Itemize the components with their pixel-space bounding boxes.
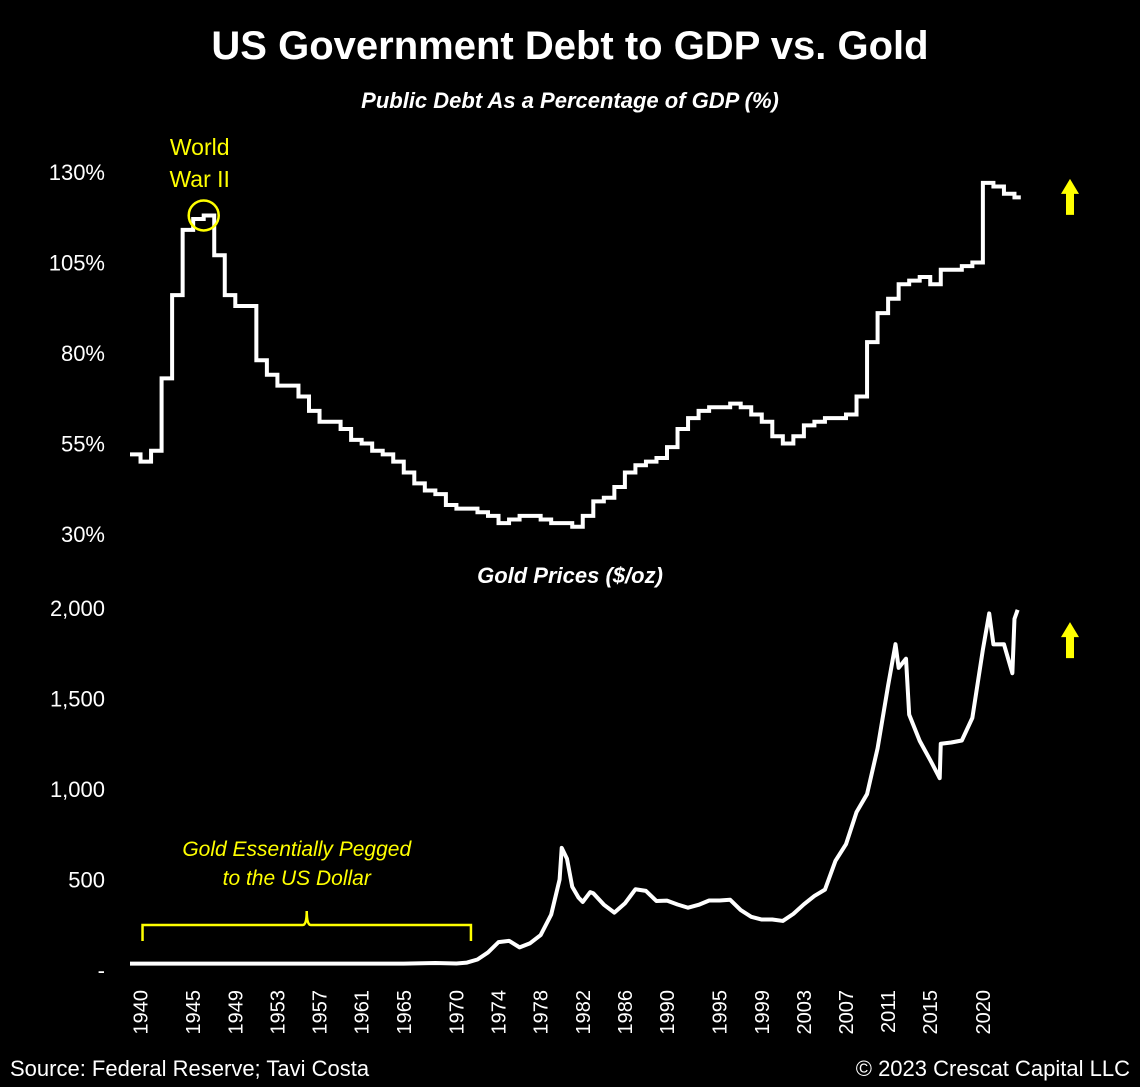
series-layer: [130, 180, 1021, 966]
x-tick-label: 1995: [710, 990, 732, 1035]
x-tick-label: 1961: [352, 990, 374, 1035]
debt-chart-title: Public Debt As a Percentage of GDP (%): [361, 88, 779, 113]
x-tick-label: 1957: [310, 990, 332, 1035]
x-tick-label: 1940: [131, 990, 153, 1035]
gold-y-axis: 2,000 1,500 1,000 500 -: [50, 596, 105, 983]
x-tick-label: 1978: [531, 990, 553, 1035]
gold-ytick-label: 1,500: [50, 687, 105, 712]
source-note: Source: Federal Reserve; Tavi Costa: [10, 1056, 370, 1081]
x-axis: 1940 1945 1949 1953 1957 1961 1965 1970 1974 1978…: [131, 990, 995, 1035]
pegged-brace: [141, 910, 473, 941]
x-tick-label: 1970: [446, 990, 468, 1035]
gold-chart-title: Gold Prices ($/oz): [477, 563, 663, 588]
debt-ytick-label: 105%: [49, 251, 105, 276]
debt-ytick-label: 130%: [49, 160, 105, 185]
x-tick-label: 1974: [489, 990, 511, 1035]
gold-up-arrow: [1061, 622, 1079, 659]
copyright-note: © 2023 Crescat Capital LLC: [855, 1056, 1130, 1081]
x-tick-label: 2020: [973, 990, 995, 1035]
x-tick-label: 2007: [836, 990, 858, 1035]
debt-ytick-label: 55%: [61, 432, 105, 457]
x-tick-label: 1949: [225, 990, 247, 1035]
gold-ytick-label: 500: [68, 868, 105, 893]
gold-ytick-label: 2,000: [50, 596, 105, 621]
x-tick-label: 1986: [615, 990, 637, 1035]
ww2-label: War II: [169, 166, 229, 192]
x-tick-label: 1990: [657, 990, 679, 1035]
gold-ytick-label: 1,000: [50, 777, 105, 802]
x-tick-label: 1953: [267, 990, 289, 1035]
gold-ytick-label: -: [98, 958, 105, 983]
x-tick-label: 1945: [183, 990, 205, 1035]
ww2-circle: [187, 199, 220, 232]
debt-ytick-label: 30%: [61, 522, 105, 547]
x-tick-label: 2003: [794, 990, 816, 1035]
x-tick-label: 2015: [920, 990, 942, 1035]
x-tick-label: 1999: [752, 990, 774, 1035]
x-tick-label: 1982: [573, 990, 595, 1035]
pegged-label: Gold Essentially Pegged: [182, 838, 412, 861]
annotation-layer: World War II Gold Essentially Pegged to the…: [141, 134, 1079, 941]
debt-ytick-label: 80%: [61, 341, 105, 366]
chart-title: US Government Debt to GDP vs. Gold: [211, 24, 929, 68]
x-tick-label: 1965: [394, 990, 416, 1035]
debt-up-arrow: [1061, 178, 1079, 215]
x-tick-label: 2011: [878, 990, 900, 1033]
pegged-label: to the US Dollar: [223, 867, 372, 890]
gold-series-line: [130, 609, 1020, 966]
ww2-label: World: [170, 134, 230, 160]
debt-series-line: [130, 180, 1021, 529]
debt-y-axis: 130% 105% 80% 55% 30%: [49, 160, 105, 547]
